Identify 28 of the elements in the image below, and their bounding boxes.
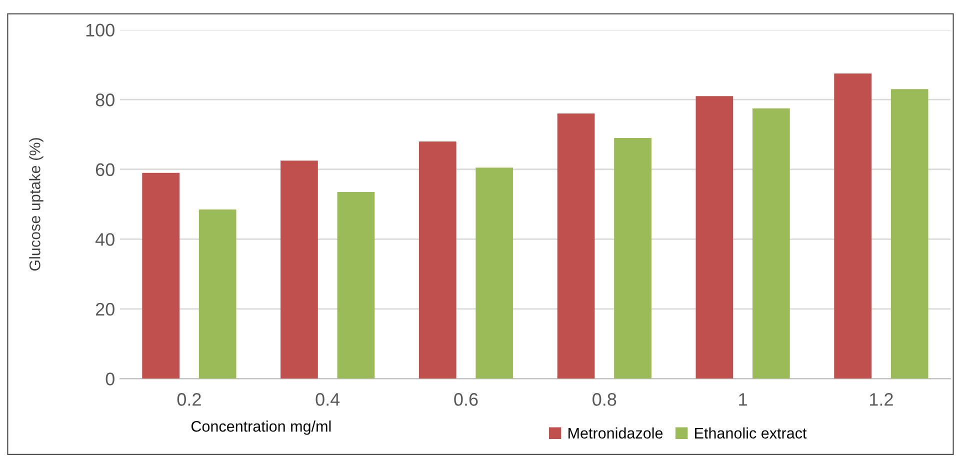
bar xyxy=(418,141,456,379)
bar xyxy=(614,138,652,379)
legend-label: Metronidazole xyxy=(568,427,663,439)
y-tick-label: 40 xyxy=(95,233,114,246)
bar xyxy=(142,172,180,379)
bar xyxy=(752,108,790,379)
x-tick-label: 0.8 xyxy=(592,393,616,406)
x-tick-label: 0.6 xyxy=(454,393,478,406)
legend-label: Ethanolic extract xyxy=(695,427,807,439)
bar xyxy=(337,192,375,379)
y-tick-label: 0 xyxy=(106,372,114,386)
y-tick-label: 80 xyxy=(96,94,114,106)
x-tick-label: 1.2 xyxy=(870,393,893,406)
y-axis-title: Glucose uptake (%) xyxy=(29,138,44,271)
bar xyxy=(557,114,595,379)
x-tick-label: 0.4 xyxy=(316,393,340,406)
y-tick-label: 20 xyxy=(96,302,114,316)
bar xyxy=(198,209,236,379)
x-tick-label: 0.2 xyxy=(177,393,201,406)
bar xyxy=(476,168,514,379)
bar xyxy=(890,89,928,379)
x-axis-title: Concentration mg/ml xyxy=(191,420,331,435)
bar xyxy=(280,160,318,379)
bar xyxy=(696,96,734,379)
y-tick-label: 100 xyxy=(86,24,114,37)
bar xyxy=(834,73,872,379)
y-tick-label: 60 xyxy=(96,163,114,176)
x-tick-label: 1 xyxy=(739,393,747,406)
